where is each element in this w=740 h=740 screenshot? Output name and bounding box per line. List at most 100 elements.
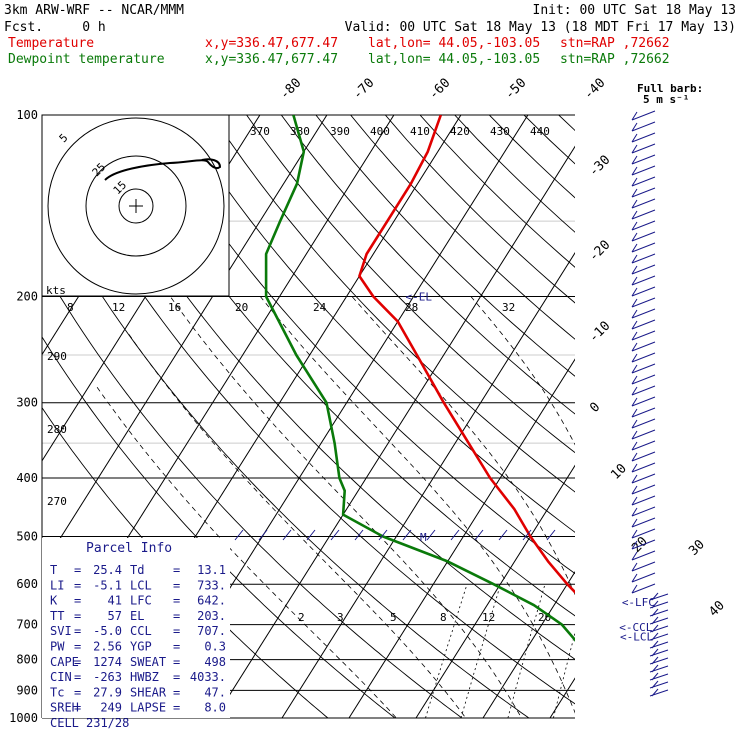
level-annotation: <-CCL: [619, 621, 652, 634]
isotherm-label: 40: [706, 598, 728, 620]
hodograph-speed-tick: 28: [405, 301, 418, 314]
wind-barb: [631, 319, 656, 330]
parcel-eq-right: =: [173, 563, 180, 577]
theta-e-label: 410: [410, 125, 430, 138]
wind-barb: [631, 187, 656, 198]
wind-barb: [631, 341, 656, 352]
parcel-key-left: SREH: [50, 701, 79, 715]
wind-barb: [631, 539, 656, 550]
level-annotation: <-LFC: [622, 596, 655, 609]
wind-barb-stub: [546, 529, 556, 541]
wind-barb: [649, 664, 669, 673]
wind-barb-stub: [378, 529, 388, 541]
parcel-key-right: LAPSE: [130, 701, 166, 715]
hodograph-ring-inner: [118, 188, 154, 224]
dewpoint-legend: Dewpoint temperature: [8, 52, 165, 67]
parcel-value-left: 231/28: [86, 716, 129, 730]
wind-barb: [631, 198, 656, 209]
hodograph-speed-tick: 20: [235, 301, 248, 314]
wind-barb: [631, 517, 656, 528]
wind-barb: [631, 297, 656, 308]
valid-time: Valid: 00 UTC Sat 18 May 13 (18 MDT Fri …: [345, 20, 736, 35]
dry-adiabat: [72, 115, 575, 660]
wind-barb: [631, 572, 656, 583]
parcel-value-left: -263: [93, 670, 122, 684]
wind-barb-stub: [306, 529, 316, 541]
mixing-ratio-line: [507, 584, 546, 718]
parcel-value-right: 47.: [204, 685, 226, 699]
parcel-value-right: 0.3: [204, 640, 226, 654]
parcel-key-left: SVI: [50, 624, 72, 638]
wind-barb: [631, 385, 656, 396]
pressure-label: 700: [16, 618, 38, 632]
parcel-value-left: 2.56: [93, 640, 122, 654]
isotherm: [348, 358, 575, 718]
hodograph: 5 25 15 kts: [41, 114, 230, 297]
wind-barb: [631, 231, 656, 242]
wind-barb: [649, 656, 669, 665]
isotherm: [482, 571, 575, 718]
parcel-key-left: K: [50, 594, 58, 608]
parcel-eq-right: =: [173, 578, 180, 592]
theta-label: 290: [47, 350, 67, 363]
temperature-legend: Temperature: [8, 36, 94, 51]
hodograph-speed-tick: 8: [67, 301, 74, 314]
parcel-key-right: HWBZ: [130, 670, 159, 684]
parcel-key-right: LFC: [130, 594, 152, 608]
parcel-value-right: 13.1: [197, 563, 226, 577]
isotherm-label: -70: [350, 76, 377, 103]
wind-barb: [631, 275, 656, 286]
wind-barbs: [234, 110, 669, 697]
parcel-info-title: Parcel Info: [86, 541, 172, 556]
parcel-eq-left: =: [74, 563, 81, 577]
wind-barb: [631, 407, 656, 418]
dry-adiabat: [107, 115, 575, 617]
dry-adiabat: [384, 115, 575, 304]
isotherm-label: -10: [586, 319, 613, 346]
wind-barb: [631, 121, 656, 132]
theta-e-label: 420: [450, 125, 470, 138]
parcel-value-left: 1274: [93, 655, 122, 669]
wind-barb: [631, 242, 656, 253]
model-title: 3km ARW-WRF -- NCAR/MMM: [4, 3, 184, 18]
pressure-label: 300: [16, 396, 38, 410]
wind-barb: [649, 688, 669, 697]
wind-barb: [631, 396, 656, 407]
dry-adiabat: [142, 115, 575, 575]
wind-barb: [631, 286, 656, 297]
wind-barb: [631, 132, 656, 143]
isotherm: [415, 464, 575, 718]
wind-barb: [649, 632, 669, 641]
wind-barb: [631, 154, 656, 165]
moist-adiabat: [127, 332, 467, 718]
parcel-key-right: SHEAR: [130, 685, 167, 699]
dry-adiabat: [176, 115, 575, 533]
wind-barb: [631, 110, 656, 121]
wind-barb: [631, 561, 656, 572]
wind-barb-stub: [282, 529, 292, 541]
parcel-eq-left: =: [74, 685, 81, 699]
wind-barb: [631, 220, 656, 231]
parcel-key-right: EL: [130, 609, 144, 623]
theta-label: 280: [47, 423, 67, 436]
theta-e-label: 400: [370, 125, 390, 138]
parcel-info-box: [42, 538, 230, 718]
parcel-eq-right: =: [173, 609, 180, 623]
melting-marker: M: [420, 531, 427, 544]
dry-adiabat: [593, 115, 740, 731]
mixing-ratio-label: 3: [337, 611, 344, 624]
pressure-label: 400: [16, 471, 38, 485]
parcel-value-left: -5.1: [93, 578, 122, 592]
parcel-key-right: LCL: [130, 578, 152, 592]
dry-adiabat: [42, 121, 575, 705]
wind-barb: [631, 528, 656, 539]
wind-barb: [631, 308, 656, 319]
hodograph-speed-tick: 12: [112, 301, 125, 314]
wind-barb: [631, 374, 656, 385]
parcel-eq-right: =: [173, 624, 180, 638]
isotherm: [214, 145, 575, 718]
moist-adiabat: [259, 296, 575, 714]
pressure-label: 1000: [9, 711, 38, 725]
hodograph-speed-label: kts: [46, 284, 66, 297]
init-time: Init: 00 UTC Sat 18 May 13: [533, 3, 737, 18]
